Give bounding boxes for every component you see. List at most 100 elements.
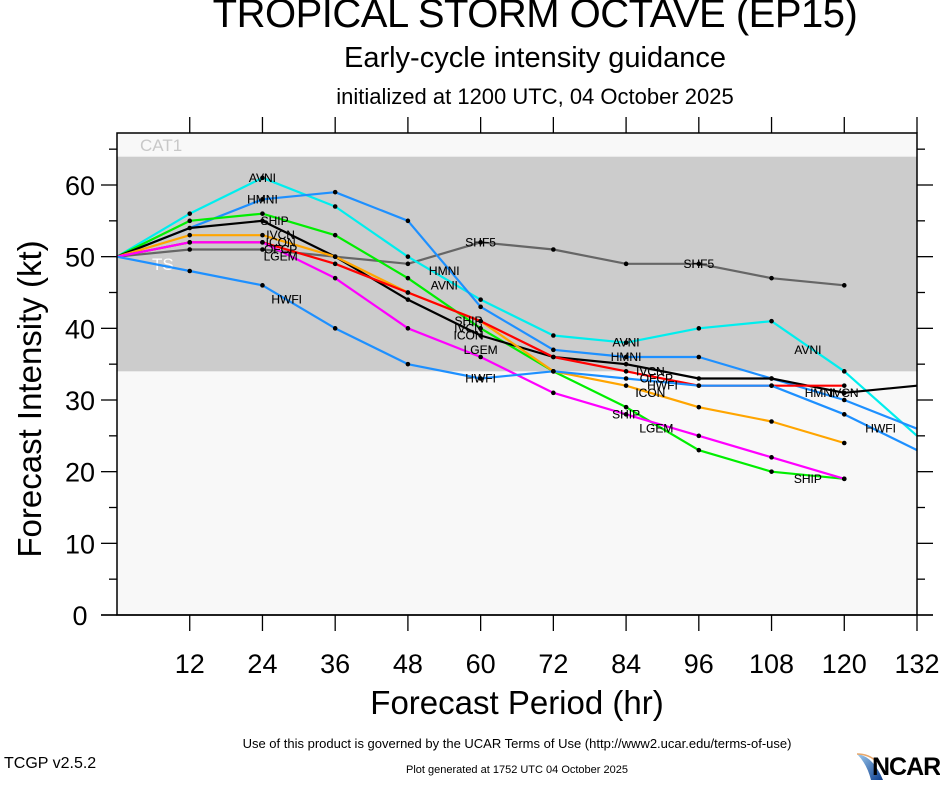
data-point-ivcn: [260, 218, 265, 224]
data-point-hmni: [623, 354, 629, 360]
x-tick-label: 24: [247, 649, 277, 679]
series-line-avni: [116, 176, 918, 437]
y-tick-label: 30: [65, 386, 95, 416]
series-label-avni: AVNI: [794, 343, 821, 357]
data-point-avni: [551, 333, 556, 338]
data-point-lgem: [696, 433, 702, 439]
data-point-ivcn: [623, 361, 629, 367]
y-tick-label: 50: [65, 243, 95, 273]
data-point-ofcp: [623, 369, 629, 374]
data-point-ship: [187, 218, 193, 224]
data-point-ivcn: [841, 390, 847, 396]
data-point-lgem: [769, 455, 774, 460]
data-point-ship: [696, 447, 702, 453]
chart-subtitle: Early-cycle intensity guidance: [343, 42, 726, 74]
data-point-hmni: [551, 347, 556, 353]
data-point-hwfi: [841, 412, 847, 417]
data-point-avni: [260, 175, 265, 181]
series-label-ivcn: IVCN: [830, 386, 859, 400]
data-point-ofcp: [478, 318, 483, 324]
data-point-avni: [841, 369, 847, 374]
x-tick-label: 108: [749, 649, 794, 679]
series-label-icon: ICON: [635, 386, 665, 400]
series-label-hmni: HMNI: [805, 386, 836, 400]
chart-title: TROPICAL STORM OCTAVE (EP15): [212, 0, 858, 36]
series-label-ofcp: OFCP: [640, 372, 673, 386]
data-point-shf5: [405, 261, 411, 267]
data-point-avni: [478, 297, 483, 302]
series-label-lgem: LGEM: [639, 422, 673, 436]
series-label-ivcn: IVCN: [636, 364, 665, 378]
y-tick-label: 20: [65, 458, 95, 488]
data-point-hwfi: [551, 369, 556, 374]
series-label-ofcp: OFCP: [264, 243, 297, 257]
data-point-icon: [332, 254, 338, 259]
data-point-icon: [769, 419, 774, 424]
data-point-icon: [187, 232, 193, 238]
data-point-hwfi: [260, 283, 265, 288]
data-point-lgem: [260, 240, 265, 245]
data-point-ship: [405, 275, 411, 281]
x-tick-label: 48: [393, 649, 423, 679]
data-point-shf5: [551, 247, 556, 252]
ncar-logo: NCAR: [855, 752, 940, 781]
series-label-shf5: SHF5: [465, 235, 496, 249]
data-point-lgem: [405, 326, 411, 331]
series-label-icon: ICON: [266, 235, 296, 249]
series-label-hwfi: HWFI: [647, 379, 678, 393]
data-point-hmni: [332, 189, 338, 195]
series-line-hwfi: [116, 255, 918, 452]
data-point-ivcn: [696, 376, 702, 381]
x-tick-label: 96: [684, 649, 714, 679]
terms-of-use: Use of this product is governed by the U…: [242, 736, 792, 751]
data-point-hwfi: [405, 361, 411, 367]
series-label-hwfi: HWFI: [271, 293, 302, 307]
data-point-ofcp: [551, 354, 556, 360]
data-point-hmni: [478, 304, 483, 310]
data-point-ship: [769, 469, 774, 474]
data-point-hwfi: [623, 376, 629, 381]
data-point-lgem: [332, 275, 338, 281]
band-label-ts: TS: [152, 255, 174, 274]
data-point-shf5: [769, 275, 774, 281]
series-label-lgem: LGEM: [464, 343, 498, 357]
data-point-lgem: [187, 240, 193, 245]
ncar-swoosh-icon: [856, 753, 883, 780]
data-point-icon: [260, 232, 265, 238]
data-point-shf5: [696, 261, 702, 267]
series-label-ship: SHIP: [261, 214, 289, 228]
data-point-avni: [623, 340, 629, 345]
data-point-lgem: [551, 390, 556, 396]
data-point-ofcp: [405, 290, 411, 295]
x-tick-label: 84: [611, 649, 641, 679]
series-label-hmni: HMNI: [429, 264, 460, 278]
data-point-icon: [696, 404, 702, 410]
data-point-avni: [405, 254, 411, 259]
data-point-shf5: [841, 283, 847, 288]
series-label-shf5: SHF5: [683, 257, 714, 271]
data-point-shf5: [623, 261, 629, 267]
series-label-lgem: LGEM: [264, 250, 298, 264]
ncar-logo-text: NCAR: [872, 753, 940, 781]
x-tick-label: 60: [466, 649, 496, 679]
y-axis-label: Forecast Intensity (kt): [11, 240, 48, 558]
data-point-ivcn: [769, 376, 774, 381]
version-label: TCGP v2.5.2: [4, 755, 97, 772]
data-point-ivcn: [405, 297, 411, 302]
data-point-lgem: [841, 476, 847, 482]
x-tick-label: 132: [894, 649, 939, 679]
series-label-icon: ICON: [454, 329, 484, 343]
data-point-avni: [769, 318, 774, 324]
data-point-avni: [696, 326, 702, 331]
series-label-hmni: HMNI: [611, 350, 642, 364]
data-point-hwfi: [696, 383, 702, 388]
y-tick-label: 60: [65, 171, 95, 201]
data-point-avni: [332, 204, 338, 209]
data-point-avni: [187, 211, 193, 216]
data-point-ship: [623, 404, 629, 410]
data-point-hwfi: [187, 268, 193, 274]
init-time: initialized at 1200 UTC, 04 October 2025: [336, 84, 734, 109]
x-tick-label: 36: [320, 649, 350, 679]
series-label-hwfi: HWFI: [865, 422, 896, 436]
series-label-ship: SHIP: [455, 314, 483, 328]
